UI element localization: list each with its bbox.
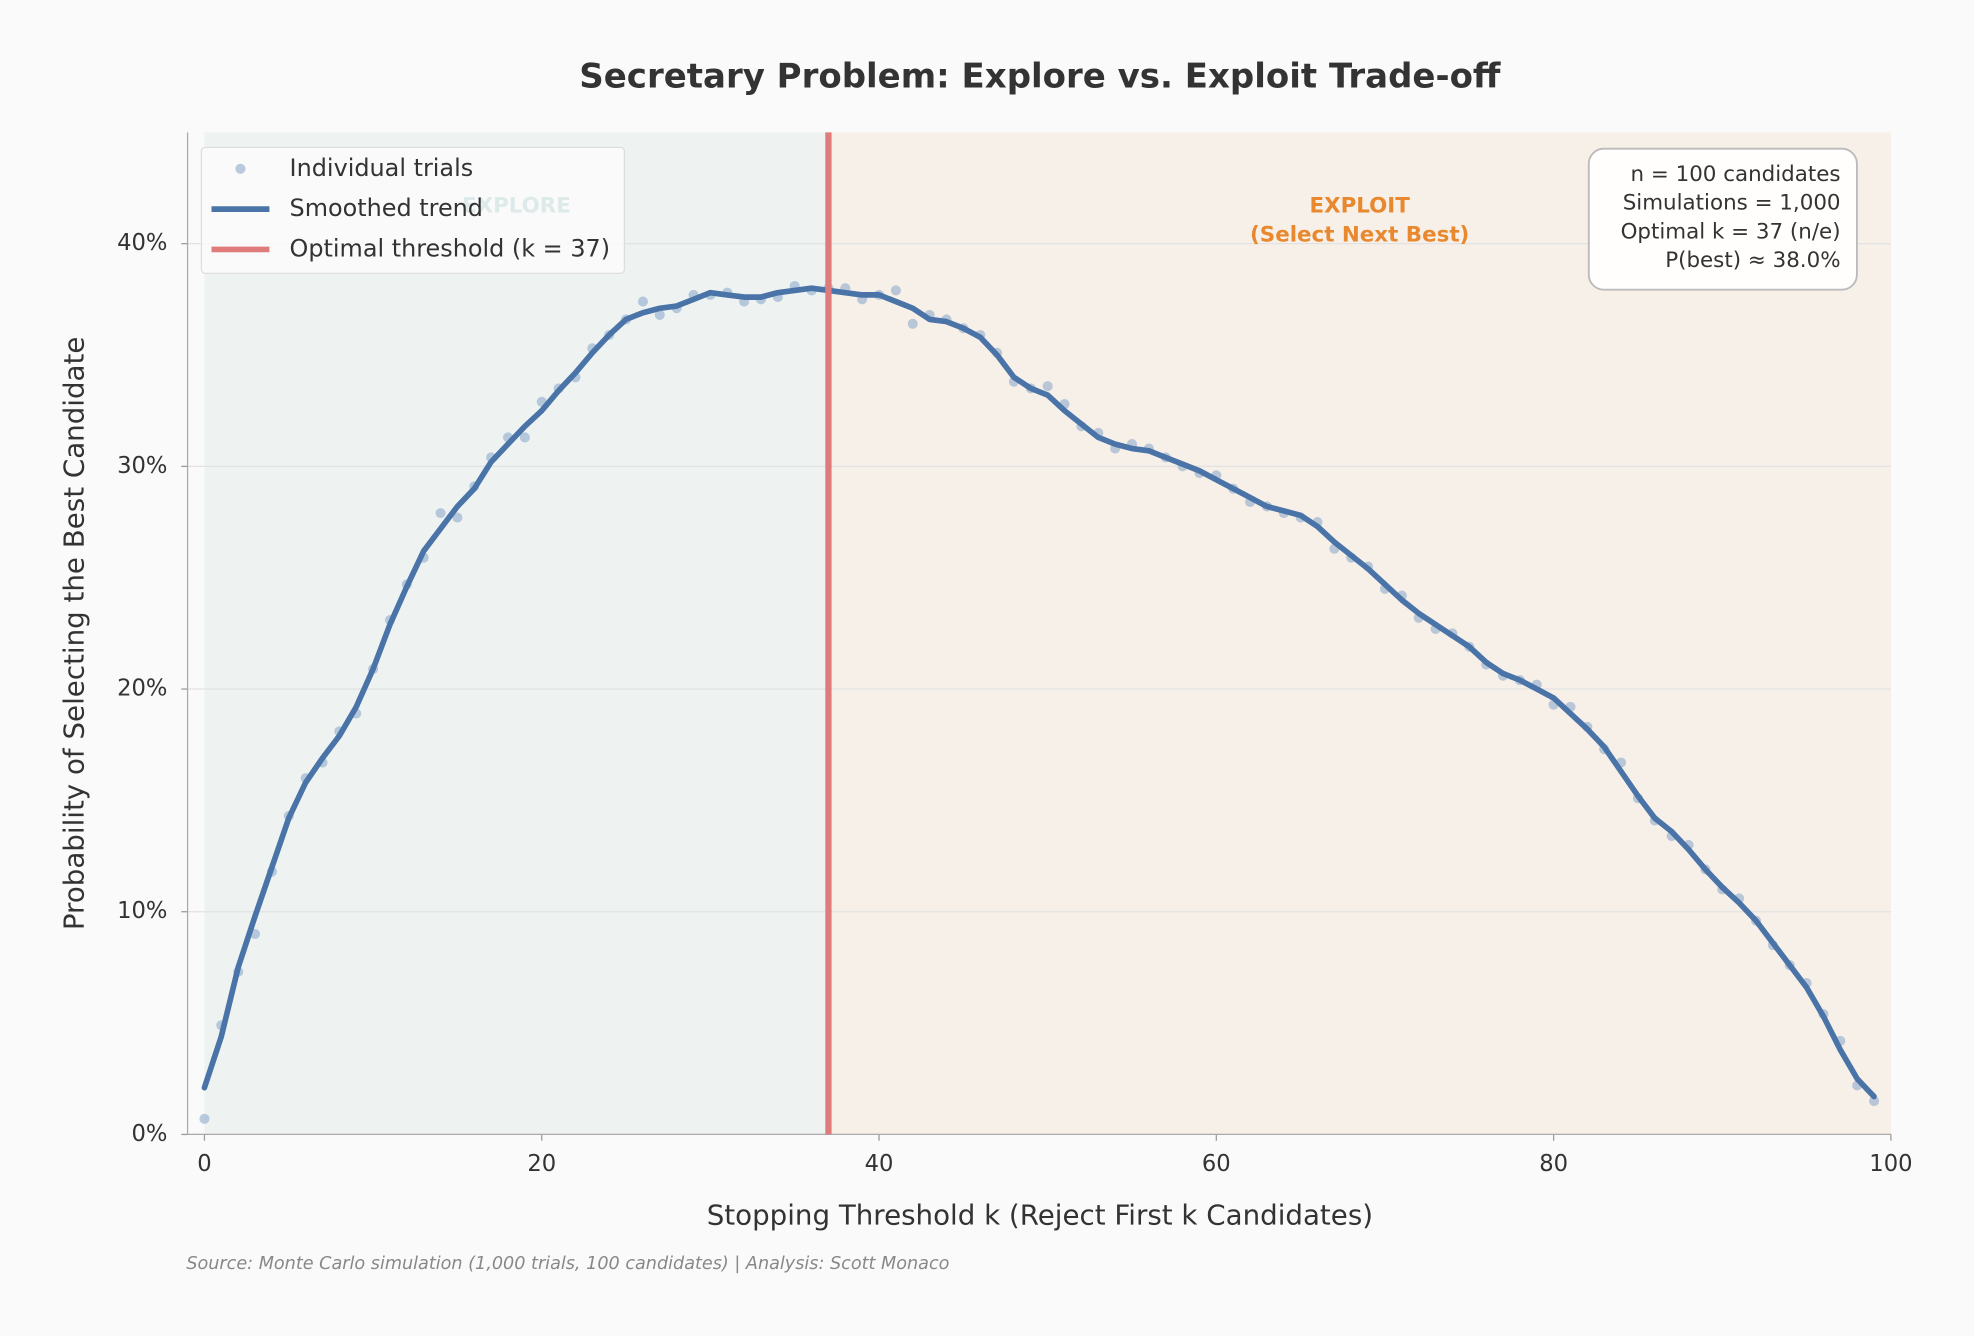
trial-point bbox=[1869, 1095, 1880, 1107]
trial-point bbox=[890, 285, 901, 296]
region-label: EXPLOIT bbox=[1309, 194, 1410, 219]
x-tick-label: 80 bbox=[1539, 1151, 1568, 1177]
trend-line bbox=[201, 285, 1877, 1100]
info-line: P(best) ≈ 38.0% bbox=[1665, 248, 1840, 273]
x-tick-label: 60 bbox=[1202, 1151, 1231, 1177]
y-tick-label: 0% bbox=[131, 1121, 167, 1147]
info-box bbox=[1587, 147, 1858, 291]
trial-point bbox=[907, 318, 918, 329]
trial-point bbox=[435, 508, 446, 519]
x-tick-label: 40 bbox=[865, 1151, 894, 1177]
trial-point bbox=[199, 1113, 210, 1124]
y-tick-label: 20% bbox=[117, 676, 167, 702]
y-tick-label: 40% bbox=[117, 230, 167, 256]
info-line: n = 100 candidates bbox=[1631, 162, 1841, 187]
x-tick-label: 20 bbox=[527, 1151, 556, 1177]
trial-point bbox=[1042, 381, 1053, 392]
x-tick-label: 0 bbox=[197, 1151, 211, 1177]
region-label: (Select Next Best) bbox=[1250, 223, 1469, 248]
info-line: Optimal k = 37 (n/e) bbox=[1621, 219, 1841, 244]
legend-marker bbox=[235, 163, 246, 174]
chart-title: Secretary Problem: Explore vs. Exploit T… bbox=[579, 57, 1501, 97]
y-axis-label: Probability of Selecting the Best Candid… bbox=[58, 337, 91, 931]
trial-point bbox=[519, 432, 530, 443]
legend-label: Individual trials bbox=[290, 154, 474, 182]
trial-point bbox=[452, 512, 463, 523]
legend-label: Smoothed trend bbox=[290, 194, 483, 222]
legend: Individual trials Smoothed trend Optimal t… bbox=[200, 146, 626, 274]
legend-label: Optimal threshold (k = 37) bbox=[290, 234, 611, 262]
info-line: Simulations = 1,000 bbox=[1623, 191, 1841, 216]
x-axis-label: Stopping Threshold k (Reject First k Can… bbox=[707, 1198, 1373, 1231]
y-tick-label: 10% bbox=[117, 898, 167, 924]
source-note: Source: Monte Carlo simulation (1,000 tr… bbox=[186, 1254, 949, 1274]
y-tick-label: 30% bbox=[117, 453, 167, 479]
region bbox=[828, 132, 1891, 1135]
legend-box bbox=[200, 146, 626, 274]
region bbox=[204, 132, 829, 1135]
trial-point bbox=[654, 309, 665, 320]
trial-point bbox=[637, 296, 648, 307]
x-tick-label: 100 bbox=[1869, 1151, 1912, 1177]
